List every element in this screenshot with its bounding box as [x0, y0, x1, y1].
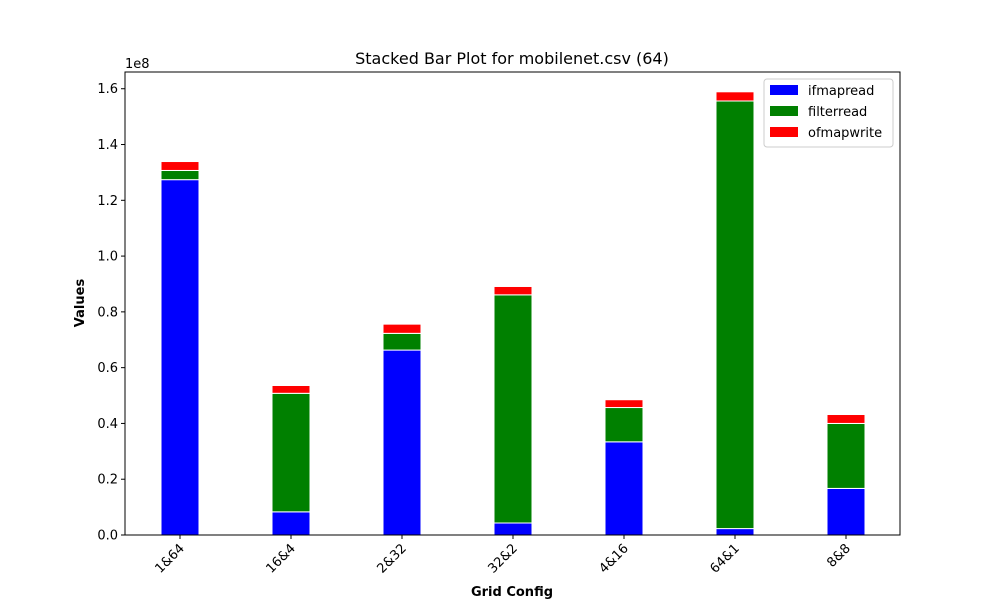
x-tick-label: 32&2 [486, 541, 521, 576]
bar-filterread-4 [604, 407, 644, 443]
y-axis-label: Values [73, 279, 88, 328]
bar-ifmapread-6 [826, 487, 866, 536]
bar-filterread-3 [493, 294, 533, 524]
legend-label-filterread: filterread [808, 105, 867, 120]
chart-title: Stacked Bar Plot for mobilenet.csv (64) [355, 49, 669, 68]
legend: ifmapread filterread ofmapwrite [763, 78, 894, 148]
bar-ifmapread-2 [382, 349, 422, 536]
legend-swatch-ofmapwrite [770, 127, 798, 137]
y-tick-label: 0.6 [97, 361, 118, 376]
y-tick-label: 1.6 [97, 82, 118, 97]
y-tick-label: 0.4 [97, 417, 118, 432]
x-tick-label: 64&1 [708, 541, 743, 576]
y-scale-offset-label: 1e8 [125, 57, 150, 72]
x-tick-label: 2&32 [375, 541, 410, 576]
bar-filterread-0 [160, 169, 200, 181]
legend-swatch-filterread [770, 106, 798, 116]
x-tick-label: 16&4 [264, 541, 299, 576]
bar-filterread-2 [382, 332, 422, 351]
bar-ofmapwrite-3 [493, 285, 533, 296]
y-tick-label: 1.2 [97, 194, 118, 209]
bar-ofmapwrite-5 [715, 91, 755, 102]
x-axis-label: Grid Config [471, 585, 553, 600]
legend-swatch-ifmapread [770, 85, 798, 95]
bar-ofmapwrite-4 [604, 399, 644, 409]
bar-ofmapwrite-0 [160, 161, 200, 171]
legend-label-ofmapwrite: ofmapwrite [808, 126, 882, 141]
bar-ifmapread-0 [160, 179, 200, 536]
x-axis: 1&64 16&4 2&32 32&2 4&16 64&1 8&8 [153, 535, 854, 577]
bar-ifmapread-5 [715, 528, 755, 536]
y-tick-label: 0.2 [97, 473, 118, 488]
bar-filterread-1 [271, 392, 311, 513]
bar-ifmapread-4 [604, 441, 644, 536]
bar-filterread-6 [826, 422, 866, 489]
x-tick-label: 4&16 [597, 541, 632, 576]
x-tick-label: 8&8 [824, 541, 853, 570]
y-axis: 0.0 0.2 0.4 0.6 0.8 1.0 1.2 1.4 1.6 [97, 82, 125, 544]
bar-ifmapread-1 [271, 511, 311, 536]
bar-ofmapwrite-2 [382, 323, 422, 334]
bar-filterread-5 [715, 100, 755, 530]
bars-layer [160, 91, 866, 536]
bar-ofmapwrite-6 [826, 414, 866, 424]
bar-ofmapwrite-1 [271, 385, 311, 394]
bar-ifmapread-3 [493, 522, 533, 536]
y-tick-label: 0.8 [97, 305, 118, 320]
legend-label-ifmapread: ifmapread [808, 84, 874, 99]
y-tick-label: 0.0 [97, 529, 118, 544]
y-tick-label: 1.4 [97, 138, 118, 153]
y-tick-label: 1.0 [97, 250, 118, 265]
x-tick-label: 1&64 [153, 541, 188, 576]
